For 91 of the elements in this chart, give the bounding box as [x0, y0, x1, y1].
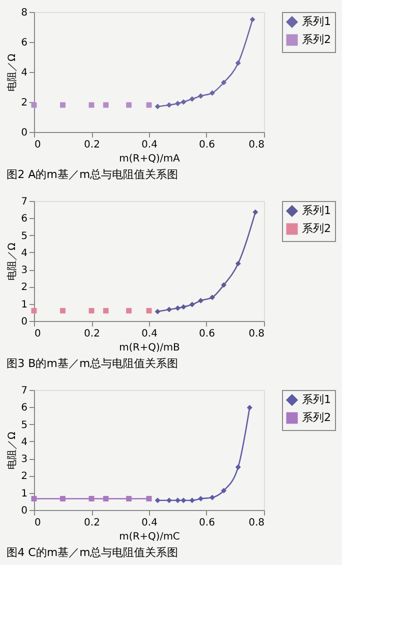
y-tick-label: 3	[21, 265, 28, 276]
point	[166, 102, 172, 108]
y-tick-label: 7	[21, 196, 28, 208]
point	[235, 60, 241, 66]
point	[210, 294, 215, 300]
point	[60, 496, 66, 502]
point	[154, 308, 160, 314]
x-tick-label: 0.2	[84, 518, 100, 528]
y-tick-label: 2	[21, 471, 28, 482]
point	[154, 104, 160, 110]
point	[180, 304, 186, 310]
point	[166, 498, 172, 504]
point	[252, 209, 258, 215]
y-tick-label: 5	[21, 230, 28, 242]
legend-label: 系列2	[302, 411, 331, 424]
legend-label: 系列2	[302, 222, 331, 235]
y-tick-label: 2	[21, 282, 28, 294]
x-tick-label: 0.2	[84, 328, 100, 340]
point	[146, 496, 152, 502]
point	[189, 302, 195, 308]
legend-label: 系列1	[302, 393, 331, 406]
x-axis-title: m(R+Q)/mB	[119, 342, 180, 354]
point	[166, 306, 172, 312]
y-tick-label: 6	[21, 214, 28, 225]
point	[88, 496, 94, 502]
point	[221, 488, 226, 494]
y-tick-label: 0	[21, 128, 28, 138]
point	[189, 498, 195, 504]
y-axis-title: 电阻／Ω	[6, 242, 18, 280]
x-tick-label: 0.6	[199, 518, 215, 528]
x-tick-label: 0.8	[248, 140, 264, 150]
point	[88, 308, 94, 314]
x-axis-title: m(R+Q)/mA	[119, 154, 180, 164]
point	[246, 404, 252, 410]
point	[250, 16, 256, 22]
point	[235, 464, 241, 470]
point	[180, 498, 186, 504]
y-tick-label: 2	[21, 98, 28, 108]
point	[235, 260, 241, 266]
point	[146, 308, 152, 314]
text: 图3 B的m基／m总与电阻值关系图	[6, 357, 178, 370]
point	[126, 496, 132, 502]
y-tick-label: 5	[21, 420, 28, 431]
x-tick-label: 0	[34, 518, 41, 528]
y-axis-title: 电阻／Ω	[6, 431, 18, 470]
text: 图2 A的m基／m总与电阻值关系图	[6, 168, 178, 181]
point	[198, 298, 204, 304]
y-tick-label: 1	[21, 299, 28, 310]
point	[175, 498, 180, 504]
y-tick-label: 8	[21, 8, 28, 18]
x-tick-label: 0.8	[248, 328, 264, 340]
point	[175, 305, 180, 311]
y-tick-label: 7	[21, 386, 28, 396]
x-tick-label: 0.4	[142, 328, 158, 340]
x-axis-title: m(R+Q)/mC	[119, 532, 180, 542]
point	[31, 308, 37, 314]
legend-label: 系列2	[302, 33, 331, 46]
y-tick-label: 0	[21, 506, 28, 516]
point	[198, 496, 204, 502]
legend-label: 系列1	[302, 204, 331, 217]
x-tick-label: 0.4	[142, 518, 158, 528]
y-tick-label: 0	[21, 316, 28, 328]
point	[60, 308, 66, 314]
x-tick-label: 0.6	[199, 140, 215, 150]
text: 图4 C的m基／m总与电阻值关系图	[6, 546, 178, 559]
point	[60, 102, 66, 108]
y-tick-label: 4	[21, 436, 28, 448]
point	[31, 496, 37, 502]
y-tick-label: 4	[21, 248, 28, 259]
legend-label: 系列1	[302, 15, 331, 28]
y-tick-label: 4	[21, 68, 28, 78]
x-tick-label: 0	[34, 328, 41, 340]
x-tick-label: 0.2	[84, 140, 100, 150]
y-axis-title: 电阻／Ω	[6, 53, 18, 92]
y-tick-label: 3	[21, 454, 28, 466]
y-tick-label: 1	[21, 488, 28, 500]
point	[154, 498, 160, 504]
point	[180, 99, 186, 105]
x-tick-label: 0	[34, 140, 41, 150]
point	[126, 308, 132, 314]
point	[189, 96, 195, 102]
x-tick-label: 0.4	[142, 140, 158, 150]
point	[103, 308, 109, 314]
y-tick-label: 6	[21, 402, 28, 414]
point	[103, 102, 109, 108]
x-tick-label: 0.8	[248, 518, 264, 528]
y-tick-label: 6	[21, 38, 28, 48]
point	[103, 496, 109, 502]
x-tick-label: 0.6	[199, 328, 215, 340]
point	[126, 102, 132, 108]
point	[210, 494, 215, 500]
